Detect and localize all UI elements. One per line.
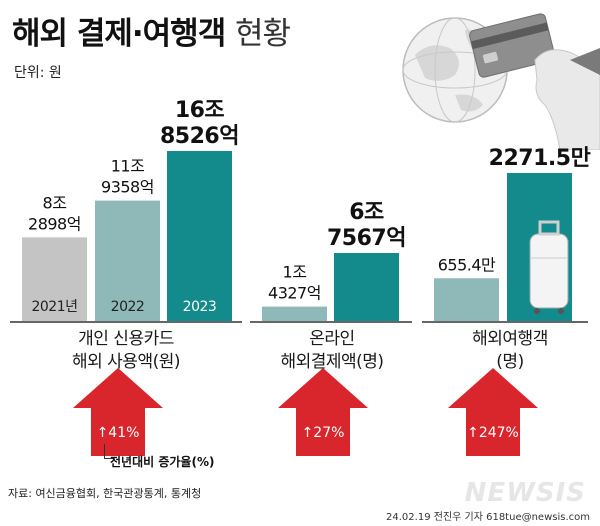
- data-label: 9358억: [101, 178, 154, 197]
- axis-label: 온라인: [309, 329, 354, 349]
- page-title: 해외 결제·여행객 현황: [12, 8, 291, 53]
- globe-card-illustration: [402, 13, 600, 150]
- growth-arrow: ↑27%: [278, 368, 368, 456]
- suitcase-icon: [529, 220, 569, 314]
- title-regular: 현황: [235, 16, 291, 52]
- data-label: 655.4만: [438, 255, 496, 274]
- tick-label: 2021년: [31, 299, 77, 315]
- credit-text: 24.02.19 전진우 기자 618tue@newsis.com: [386, 512, 590, 523]
- legend-bracket: [104, 444, 114, 459]
- growth-arrow: ↑41%: [73, 368, 163, 456]
- axis-label: 해외 사용액(원): [72, 352, 180, 372]
- data-label: 8조: [43, 193, 67, 212]
- bar: [434, 278, 499, 321]
- bar: [334, 253, 399, 321]
- data-label: 8526억: [160, 124, 239, 149]
- data-label: 11조: [111, 157, 145, 176]
- bar: [95, 200, 160, 321]
- bar: [167, 151, 232, 321]
- data-label: 6조: [349, 200, 384, 225]
- growth-label: ↑41%: [97, 425, 140, 441]
- data-label: 7567억: [327, 226, 406, 251]
- axis-label: 해외결제액(명): [280, 352, 383, 372]
- hand-icon: [534, 49, 600, 150]
- data-label: 2898억: [28, 214, 81, 233]
- tick-label: 2022: [111, 299, 145, 315]
- bar: [22, 237, 87, 321]
- data-label: 1조: [283, 263, 307, 282]
- tick-label: 2023: [183, 299, 217, 315]
- growth-label: ↑27%: [302, 425, 345, 441]
- growth-arrow: ↑247%: [448, 368, 538, 456]
- axis-label: 개인 신용카드: [78, 329, 174, 349]
- data-label: 2271.5만: [489, 146, 591, 171]
- data-label: 16조: [175, 98, 225, 123]
- bar: [262, 306, 327, 321]
- unit-label: 단위: 원: [14, 65, 62, 81]
- newsis-watermark: NEWSIS: [464, 478, 586, 508]
- axis-label: (명): [496, 352, 523, 372]
- axis-label: 해외여행객: [472, 329, 548, 349]
- data-label: 4327억: [268, 284, 321, 303]
- growth-label: ↑247%: [467, 425, 519, 441]
- source-text: 자료: 여신금융협회, 한국관광통계, 통계청: [8, 487, 202, 500]
- legend-note: 전년대비 증가율(%): [110, 455, 215, 469]
- credit-card-icon: [469, 13, 556, 78]
- title-bold: 해외 결제·여행객: [12, 16, 226, 52]
